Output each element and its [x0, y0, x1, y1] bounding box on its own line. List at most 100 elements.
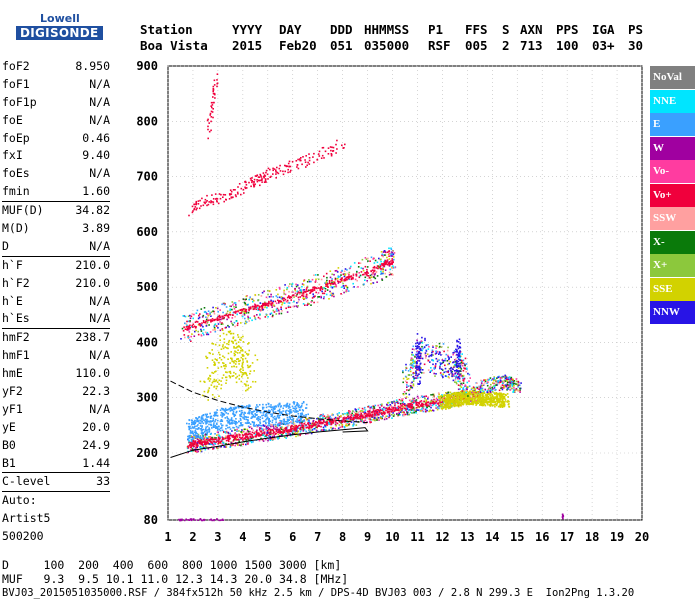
echo-point — [334, 420, 337, 422]
echo-point — [242, 341, 245, 343]
echo-point — [263, 432, 266, 435]
echo-point — [234, 432, 237, 434]
echo-point — [472, 395, 475, 398]
echo-point — [244, 433, 247, 436]
echo-point — [292, 420, 294, 423]
echo-point — [396, 406, 398, 409]
echo-point — [260, 437, 262, 440]
echo-point — [196, 446, 198, 448]
echo-point — [248, 366, 251, 368]
echo-point — [251, 431, 254, 434]
echo-point — [291, 419, 293, 421]
echo-point — [278, 402, 281, 405]
echo-point — [201, 429, 204, 431]
echo-point — [233, 311, 235, 313]
echo-point — [465, 401, 468, 404]
echo-point — [240, 356, 243, 359]
echo-point — [443, 398, 446, 401]
echo-point — [232, 314, 234, 316]
echo-point — [397, 415, 399, 418]
echo-point — [203, 307, 206, 309]
echo-point — [251, 319, 253, 322]
echo-point — [328, 281, 331, 284]
echo-point — [467, 400, 470, 403]
param-name: D — [2, 238, 9, 253]
echo-point — [385, 276, 388, 278]
echo-point — [214, 328, 216, 330]
echo-point — [469, 403, 471, 405]
echo-point — [219, 335, 221, 337]
echo-point — [339, 426, 342, 429]
echo-point — [248, 298, 250, 301]
echo-point — [381, 254, 383, 257]
echo-point — [257, 304, 259, 307]
echo-point — [369, 413, 371, 415]
echo-point — [266, 434, 268, 436]
param-value: N/A — [89, 166, 110, 181]
echo-point — [457, 404, 460, 407]
echo-point — [251, 181, 253, 184]
echo-point — [446, 406, 449, 409]
echo-point — [500, 393, 502, 395]
echo-point — [245, 438, 247, 441]
echo-point — [208, 431, 210, 433]
echo-point — [202, 422, 205, 425]
echo-point — [508, 406, 511, 408]
echo-point — [342, 273, 345, 276]
echo-point — [234, 433, 236, 435]
echo-point — [289, 296, 291, 299]
echo-point — [219, 197, 222, 200]
echo-point — [479, 397, 482, 400]
echo-point — [240, 336, 243, 339]
echo-point — [200, 446, 202, 449]
echo-point — [221, 317, 224, 320]
echo-point — [214, 329, 216, 331]
echo-point — [186, 328, 189, 331]
echo-point — [389, 415, 391, 417]
echo-point — [252, 300, 254, 303]
echo-point — [345, 285, 348, 288]
echo-point — [495, 396, 497, 399]
echo-point — [448, 399, 450, 401]
echo-point — [219, 309, 221, 311]
echo-point — [218, 351, 220, 354]
echo-point — [262, 172, 265, 174]
echo-point — [432, 400, 434, 403]
echo-point — [329, 290, 331, 293]
echo-point — [228, 313, 230, 316]
echo-point — [203, 441, 206, 443]
echo-point — [463, 390, 465, 393]
echo-point — [302, 428, 305, 430]
echo-point — [222, 196, 224, 198]
echo-point — [280, 420, 283, 423]
echo-point — [270, 406, 273, 409]
echo-point — [188, 439, 190, 442]
echo-point — [337, 281, 340, 283]
echo-point — [470, 398, 472, 400]
echo-point — [244, 180, 247, 183]
echo-point — [457, 405, 460, 408]
echo-point — [247, 433, 250, 436]
echo-point — [235, 425, 238, 428]
echo-point — [450, 393, 453, 395]
echo-point — [219, 429, 222, 432]
echo-point — [268, 405, 270, 408]
echo-point — [275, 313, 278, 315]
echo-point — [370, 406, 372, 409]
param-value: 22.3 — [82, 384, 110, 399]
echo-point — [315, 291, 317, 294]
echo-point — [237, 349, 239, 351]
echo-point — [214, 433, 216, 435]
echo-point — [280, 423, 283, 425]
echo-point — [464, 399, 466, 402]
echo-point — [474, 397, 476, 400]
echo-point — [365, 417, 367, 419]
echo-point — [359, 262, 362, 264]
echo-point — [328, 420, 331, 423]
echo-point — [231, 444, 233, 447]
echo-point — [278, 411, 281, 413]
echo-point — [438, 397, 440, 399]
echo-point — [215, 437, 217, 439]
echo-point — [328, 280, 331, 282]
echo-point — [363, 420, 365, 422]
